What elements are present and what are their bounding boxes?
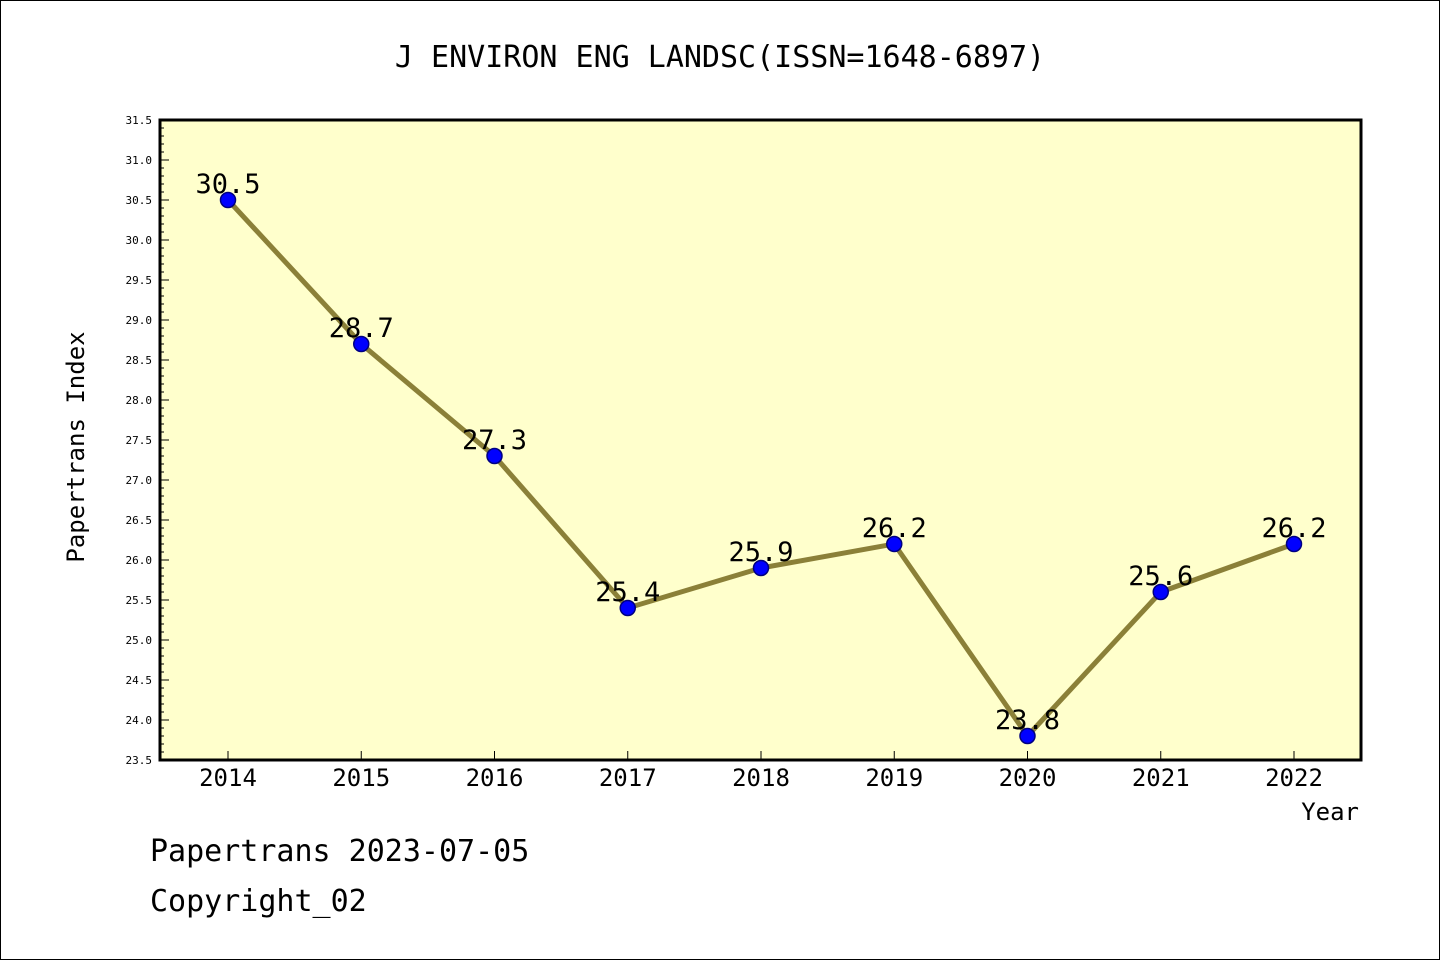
- y-tick-label: 31.0: [126, 154, 153, 167]
- data-point-marker: [1285, 535, 1303, 553]
- data-point-marker: [886, 535, 903, 553]
- x-tick-label: 2021: [1132, 764, 1190, 792]
- y-axis-ticks: 23.5 24.0 24.5 25.0 25.5 26.0 26.5 27.0 27.5 28.0…: [126, 114, 169, 767]
- plot-area: [160, 120, 1361, 760]
- data-label: 25.9: [728, 537, 793, 568]
- x-tick-label: 2020: [999, 764, 1057, 792]
- data-label: 25.6: [1128, 561, 1193, 592]
- y-tick-label: 31.5: [126, 114, 153, 127]
- x-tick-label: 2019: [865, 764, 923, 792]
- y-tick-label: 27.0: [126, 474, 153, 487]
- footer-copyright: Copyright_02: [150, 884, 367, 919]
- y-axis-label: Papertrans Index: [62, 331, 90, 562]
- y-tick-label: 28.0: [126, 394, 153, 407]
- x-tick-label: 2017: [599, 764, 657, 792]
- data-label: 26.2: [862, 513, 927, 544]
- data-label: 30.5: [195, 169, 260, 200]
- y-tick-label: 24.0: [126, 714, 153, 727]
- footer-date-line: Papertrans 2023-07-05: [150, 834, 530, 869]
- y-tick-label: 23.5: [126, 754, 153, 767]
- data-point-marker: [353, 335, 370, 353]
- data-label: 27.3: [462, 425, 527, 456]
- data-point-marker: [619, 599, 636, 617]
- x-tick-label: 2018: [732, 764, 790, 792]
- data-label: 25.4: [595, 577, 660, 608]
- data-label: 26.2: [1261, 513, 1326, 544]
- data-point-marker: [752, 559, 770, 577]
- y-tick-label: 24.5: [126, 674, 153, 687]
- y-tick-label: 30.5: [126, 194, 153, 207]
- y-tick-label: 29.0: [126, 314, 153, 327]
- y-tick-label: 26.5: [126, 514, 153, 527]
- x-tick-label: 2022: [1265, 764, 1323, 792]
- data-label: 28.7: [329, 313, 394, 344]
- data-point-marker: [1019, 727, 1036, 745]
- y-tick-label: 28.5: [126, 354, 153, 367]
- y-tick-label: 25.0: [126, 634, 153, 647]
- y-tick-label: 25.5: [126, 594, 153, 607]
- y-tick-label: 26.0: [126, 554, 153, 567]
- y-tick-label: 29.5: [126, 274, 153, 287]
- plot-border: [158, 118, 1363, 762]
- data-label: 23.8: [995, 705, 1060, 736]
- x-tick-label: 2016: [466, 764, 524, 792]
- series-group: 30.5 28.7 27.3 25.4 25.9 26.2 23.8 25.6 26.2: [195, 169, 1327, 745]
- chart-title: J ENVIRON ENG LANDSC(ISSN=1648-6897): [395, 40, 1045, 75]
- data-point-marker: [1152, 583, 1169, 601]
- x-tick-label: 2014: [199, 764, 257, 792]
- data-point-marker: [486, 447, 503, 465]
- x-axis-label: Year: [1301, 798, 1359, 826]
- data-point-marker: [219, 191, 237, 209]
- y-tick-label: 27.5: [126, 434, 153, 447]
- y-tick-label: 30.0: [126, 234, 153, 247]
- x-tick-label: 2015: [332, 764, 390, 792]
